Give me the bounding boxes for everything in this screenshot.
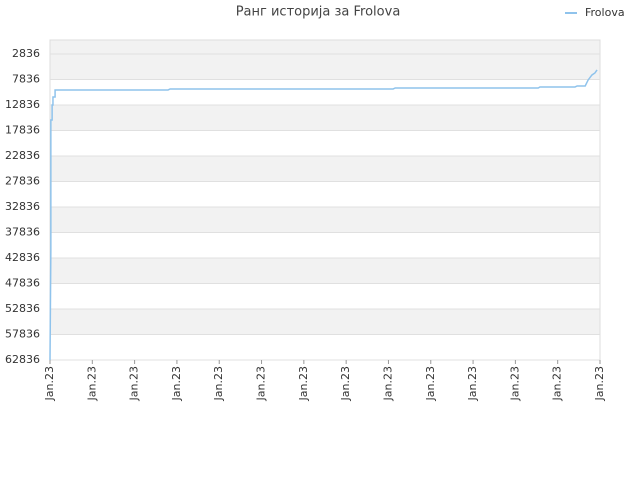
x-tick-label: Jan.23 (593, 366, 606, 401)
x-tick-label: Jan.23 (297, 366, 310, 401)
plot-band (50, 308, 600, 335)
plot-band (50, 40, 600, 54)
y-tick-label: 27836 (5, 174, 40, 187)
y-tick-label: 7836 (12, 72, 40, 85)
x-tick-label: Jan.23 (85, 366, 98, 401)
x-tick-label: Jan.23 (128, 366, 141, 401)
x-tick-label: Jan.23 (170, 366, 183, 401)
plot-band (50, 206, 600, 233)
x-tick-label: Jan.23 (424, 366, 437, 401)
legend-label: Frolova (585, 6, 625, 19)
x-tick-label: Jan.23 (339, 366, 352, 401)
plot-band (50, 155, 600, 182)
x-tick-label: Jan.23 (381, 366, 394, 401)
y-tick-label: 12836 (5, 98, 40, 111)
x-tick-label: Jan.23 (466, 366, 479, 401)
y-tick-label: 47836 (5, 276, 40, 289)
y-tick-label: 32836 (5, 200, 40, 213)
plot-band (50, 257, 600, 284)
x-tick-label: Jan.23 (508, 366, 521, 401)
y-tick-label: 22836 (5, 149, 40, 162)
x-tick-label: Jan.23 (551, 366, 564, 401)
y-tick-label: 2836 (12, 47, 40, 60)
y-tick-label: 42836 (5, 251, 40, 264)
y-tick-label: 37836 (5, 225, 40, 238)
y-tick-label: 62836 (5, 353, 40, 366)
y-tick-label: 57836 (5, 327, 40, 340)
y-tick-label: 52836 (5, 302, 40, 315)
x-tick-label: Jan.23 (255, 366, 268, 401)
y-tick-label: 17836 (5, 123, 40, 136)
x-tick-label: Jan.23 (43, 366, 56, 401)
chart-title: Ранг историја за Frolova (236, 5, 401, 20)
plot-band (50, 53, 600, 80)
x-tick-label: Jan.23 (212, 366, 225, 401)
plot-band (50, 104, 600, 131)
line (49, 69, 598, 361)
